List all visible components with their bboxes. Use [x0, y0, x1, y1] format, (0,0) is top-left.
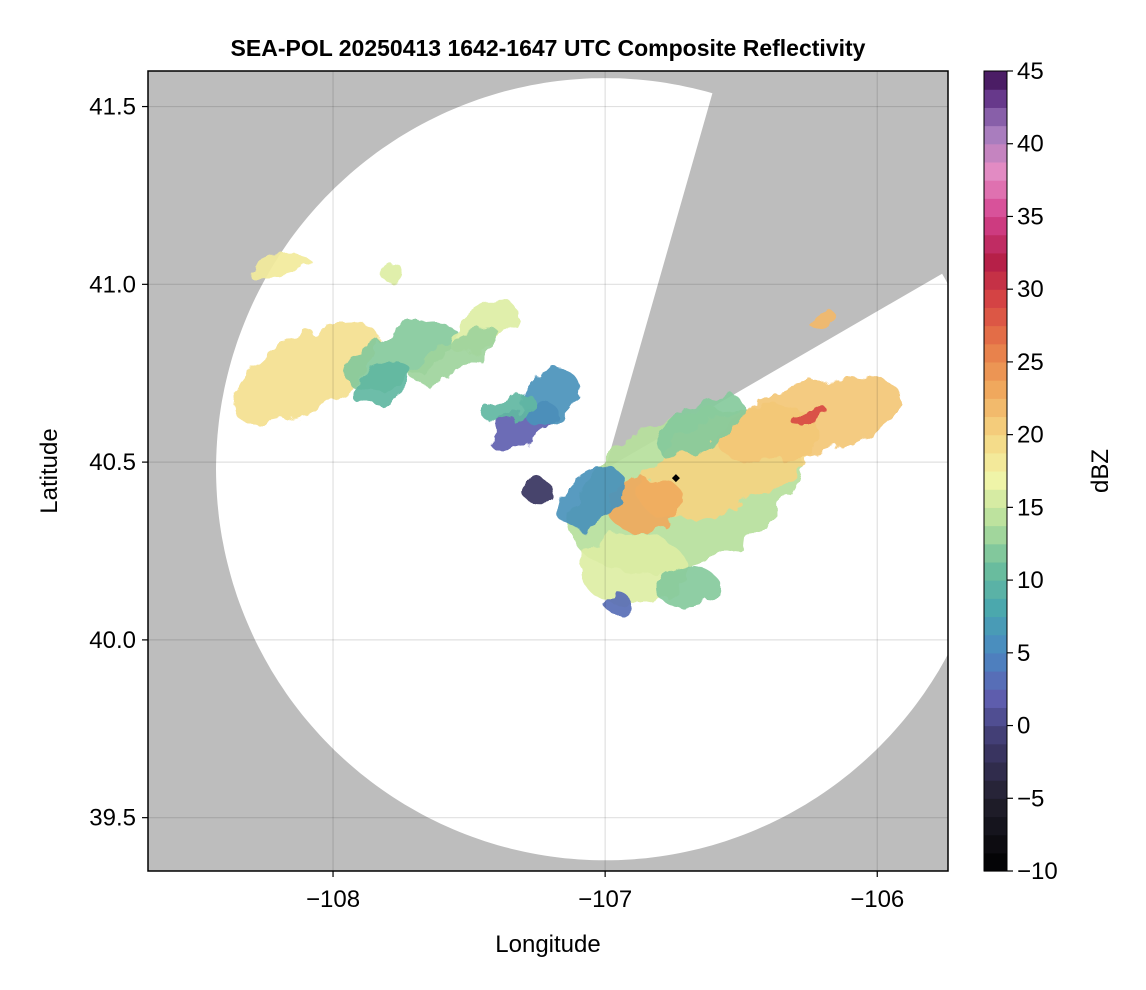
colorbar-band	[984, 107, 1007, 127]
x-tick-label: −107	[578, 886, 632, 913]
echo-cell	[654, 565, 720, 608]
colorbar-band	[984, 525, 1007, 545]
colorbar-band	[984, 834, 1007, 854]
y-tick-label: 41.0	[89, 271, 136, 298]
colorbar-band	[984, 161, 1007, 181]
plot-area	[147, 70, 949, 872]
colorbar-band	[984, 198, 1007, 218]
colorbar-band	[984, 234, 1007, 254]
colorbar: −10 −5 0 5 10 15 20 25 30 35 40 45 dBZ	[983, 58, 1114, 885]
colorbar-band	[984, 561, 1007, 581]
colorbar-band	[984, 416, 1007, 436]
reflectivity-echoes	[232, 254, 902, 615]
plot-frame	[147, 70, 949, 872]
y-tick-label: 39.5	[89, 805, 136, 832]
colorbar-band	[984, 216, 1007, 236]
chart-title: SEA-POL 20250413 1642-1647 UTC Composite…	[231, 35, 866, 61]
colorbar-band	[984, 343, 1007, 363]
colorbar-label: dBZ	[1087, 449, 1114, 493]
colorbar-band	[984, 452, 1007, 472]
echo-cell	[608, 476, 684, 534]
colorbar-band	[984, 307, 1007, 327]
echo-cell	[484, 395, 536, 423]
echo-cell	[558, 466, 625, 529]
y-tick-label: 40.0	[89, 627, 136, 654]
colorbar-band	[984, 252, 1007, 272]
colorbar-band	[984, 361, 1007, 381]
colorbar-band	[984, 580, 1007, 599]
echo-cell	[810, 310, 836, 330]
colorbar-band	[984, 89, 1007, 108]
grid-lines	[148, 71, 948, 871]
echo-cell	[351, 362, 413, 406]
x-axis-label: Longitude	[495, 931, 600, 958]
colorbar-band	[984, 689, 1007, 708]
colorbar-tick-label: 10	[1017, 567, 1044, 594]
colorbar-tick-label: −5	[1017, 785, 1044, 812]
colorbar-band	[984, 616, 1007, 636]
colorbar-band	[984, 398, 1007, 418]
y-tick-label: 40.5	[89, 449, 136, 476]
x-tick-label: −106	[850, 886, 904, 913]
colorbar-tick-label: 25	[1017, 349, 1044, 376]
colorbar-band	[984, 180, 1007, 199]
colorbar-band	[984, 707, 1007, 727]
colorbar-band	[984, 434, 1007, 454]
radar-site-marker	[671, 474, 680, 483]
echo-cell	[791, 406, 828, 426]
colorbar-band	[984, 489, 1007, 508]
colorbar-band	[984, 634, 1007, 654]
y-tick-label: 41.5	[89, 94, 136, 121]
colorbar-frame	[983, 70, 1008, 872]
echo-cell	[520, 479, 554, 502]
echo-cell	[521, 369, 580, 428]
colorbar-band	[984, 143, 1007, 163]
colorbar-tick-label: 15	[1017, 494, 1044, 521]
colorbar-band	[984, 380, 1007, 399]
y-axis-ticks: 39.5 40.0 40.5 41.0 41.5	[89, 94, 148, 832]
echo-cell	[412, 327, 499, 383]
colorbar-band	[984, 852, 1007, 872]
colorbar-band	[984, 725, 1007, 745]
x-tick-label: −108	[306, 886, 360, 913]
colorbar-band	[984, 816, 1007, 836]
colorbar-tick-label: 5	[1017, 640, 1030, 667]
colorbar-tick-label: 20	[1017, 422, 1044, 449]
colorbar-band	[984, 761, 1007, 781]
colorbar-band	[984, 743, 1007, 763]
echo-cell	[656, 395, 745, 458]
echo-cell	[246, 254, 311, 279]
colorbar-band	[984, 543, 1007, 563]
colorbar-tick-label: 0	[1017, 713, 1030, 740]
colorbar-band	[984, 325, 1007, 345]
colorbar-band	[984, 471, 1007, 490]
colorbar-band	[984, 652, 1007, 672]
colorbar-bands	[984, 71, 1007, 872]
echo-cell	[605, 593, 633, 615]
echo-cell	[232, 322, 379, 425]
colorbar-band	[984, 780, 1007, 799]
colorbar-tick-label: 35	[1017, 203, 1044, 230]
colorbar-band	[984, 71, 1007, 90]
colorbar-tick-label: 30	[1017, 276, 1044, 303]
x-axis-ticks: −108 −107 −106	[306, 871, 904, 913]
colorbar-tick-label: 40	[1017, 131, 1044, 158]
colorbar-tick-label: −10	[1017, 858, 1058, 885]
y-axis-label: Latitude	[36, 428, 63, 513]
colorbar-band	[984, 798, 1007, 818]
colorbar-band	[984, 271, 1007, 290]
colorbar-tick-label: 45	[1017, 58, 1044, 85]
colorbar-band	[984, 125, 1007, 145]
colorbar-ticks: −10 −5 0 5 10 15 20 25 30 35 40 45	[1007, 58, 1058, 885]
colorbar-band	[984, 598, 1007, 618]
echo-cell	[382, 263, 404, 285]
colorbar-band	[984, 507, 1007, 527]
colorbar-band	[984, 289, 1007, 308]
colorbar-band	[984, 671, 1007, 690]
